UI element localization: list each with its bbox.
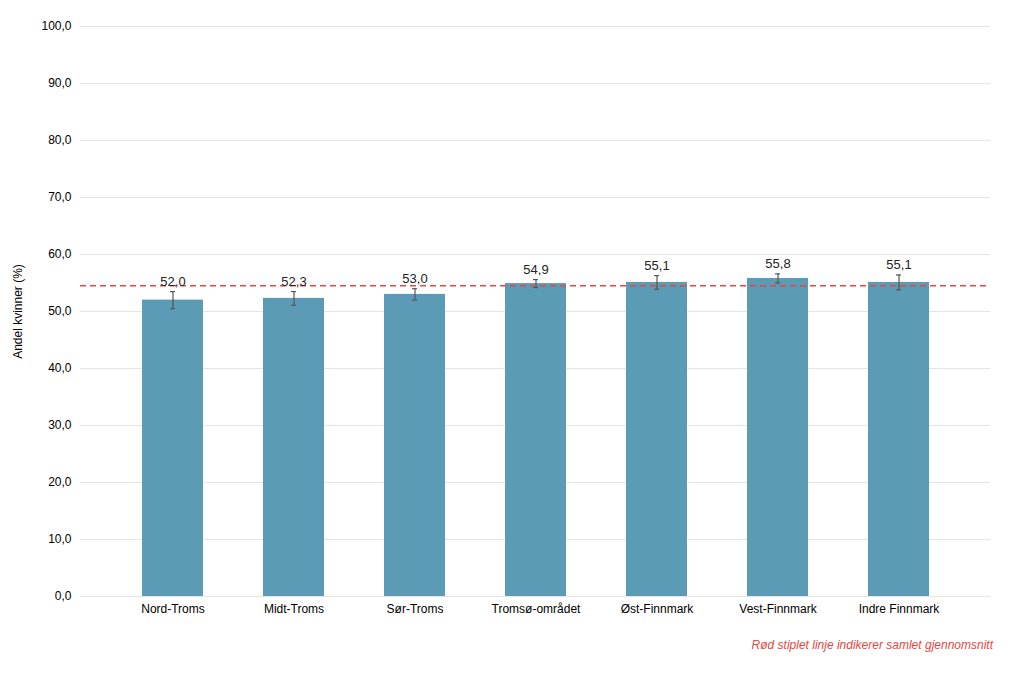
svg-text:Midt-Troms: Midt-Troms bbox=[264, 602, 324, 616]
svg-text:20,0: 20,0 bbox=[48, 475, 72, 489]
svg-text:50,0: 50,0 bbox=[48, 304, 72, 318]
svg-text:Øst-Finnmark: Øst-Finnmark bbox=[621, 602, 695, 616]
svg-text:70,0: 70,0 bbox=[48, 190, 72, 204]
svg-text:55,8: 55,8 bbox=[765, 256, 790, 271]
svg-text:Andel kvinner (%): Andel kvinner (%) bbox=[11, 264, 25, 359]
svg-text:10,0: 10,0 bbox=[48, 532, 72, 546]
svg-text:Nord-Troms: Nord-Troms bbox=[141, 602, 205, 616]
html-text:Rød stiplet linje indikerer sa: Rød stiplet linje indikerer samlet gjenn… bbox=[751, 638, 993, 652]
svg-text:53,0: 53,0 bbox=[402, 271, 427, 286]
svg-text:30,0: 30,0 bbox=[48, 418, 72, 432]
svg-text:Vest-Finnmark: Vest-Finnmark bbox=[739, 602, 817, 616]
svg-text:Sør-Troms: Sør-Troms bbox=[387, 602, 444, 616]
svg-text:54,9: 54,9 bbox=[523, 262, 548, 277]
svg-text:52,3: 52,3 bbox=[281, 274, 306, 289]
svg-text:Indre Finnmark: Indre Finnmark bbox=[859, 602, 941, 616]
svg-text:100,0: 100,0 bbox=[41, 19, 71, 33]
svg-text:80,0: 80,0 bbox=[48, 133, 72, 147]
svg-text:40,0: 40,0 bbox=[48, 361, 72, 375]
svg-text:55,1: 55,1 bbox=[644, 258, 669, 273]
svg-text:90,0: 90,0 bbox=[48, 76, 72, 90]
svg-text:52,0: 52,0 bbox=[160, 274, 185, 289]
svg-text:55,1: 55,1 bbox=[886, 257, 911, 272]
svg-text:0,0: 0,0 bbox=[55, 589, 72, 603]
svg-text:60,0: 60,0 bbox=[48, 247, 72, 261]
svg-text:Tromsø-området: Tromsø-området bbox=[492, 602, 582, 616]
